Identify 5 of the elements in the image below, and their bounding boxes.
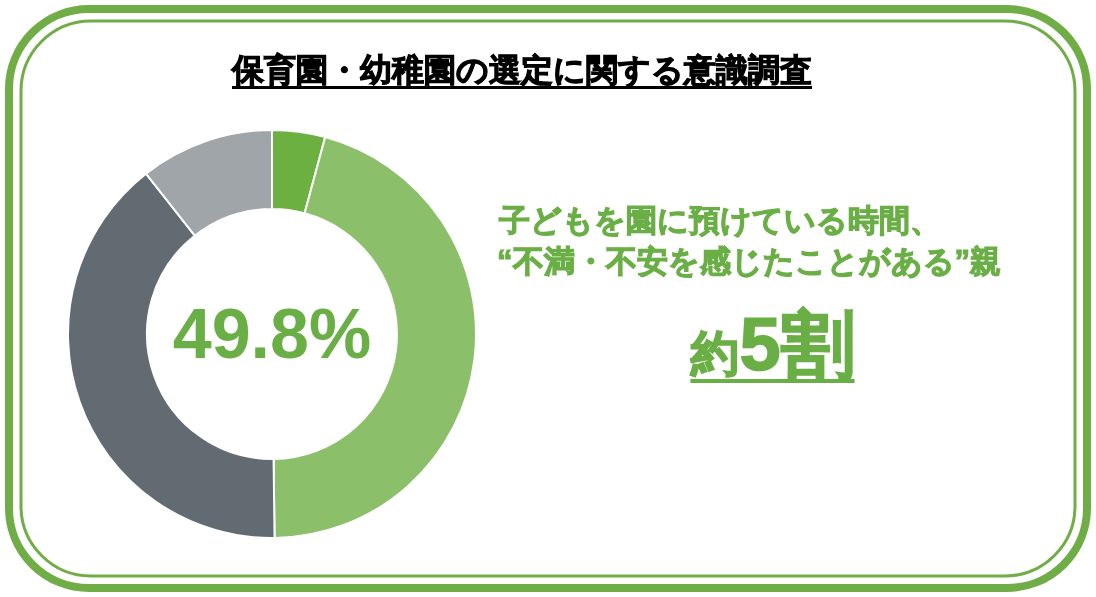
annotation: “不満・不安を感じたことがある”親 <box>497 244 1001 279</box>
annotation: 49.8% <box>172 295 372 373</box>
annotation: 約5割 <box>690 303 855 386</box>
title: 保育園・幼稚園の選定に関する意識調査 <box>232 52 812 89</box>
annotation: 子どもを園に預けている時間、 <box>499 203 941 238</box>
